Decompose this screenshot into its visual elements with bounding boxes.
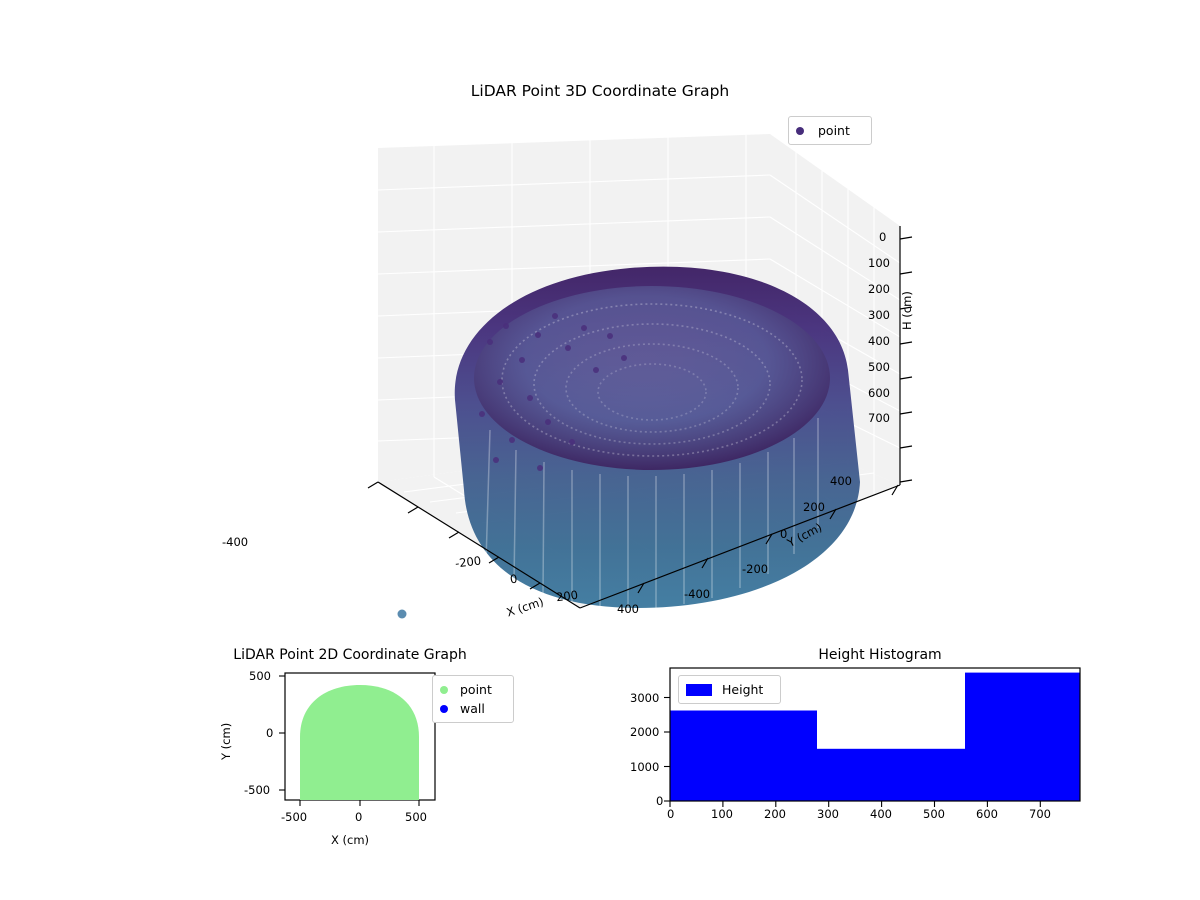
panel-2d-x-tick--500: -500 <box>281 810 308 824</box>
z-tick-200: 200 <box>868 282 890 296</box>
panel-hist-y-ticks <box>664 696 670 802</box>
legend-label-point-2d: point <box>460 682 492 697</box>
z-tick-300: 300 <box>868 308 890 322</box>
panel-2d-y-axis-label: Y (cm) <box>219 722 233 760</box>
y-tick-400: 400 <box>830 474 852 488</box>
bar-bin-2 <box>817 748 965 801</box>
histogram-bars <box>670 672 1080 801</box>
panel-hist-svg <box>664 667 1081 807</box>
z-axis-label: H (cm) <box>900 291 914 330</box>
panel-2d-x-tick-500: 500 <box>405 810 427 824</box>
y-tick--400: -400 <box>684 587 711 601</box>
x-tick--400: -400 <box>222 535 249 549</box>
point-marker-icon <box>440 685 448 694</box>
panel-2d-x-tick-0: 0 <box>355 810 363 824</box>
panel-3d-svg <box>367 134 913 619</box>
hist-x-tick-500: 500 <box>923 807 945 821</box>
wall-marker-icon <box>440 704 448 713</box>
hist-x-tick-300: 300 <box>817 807 839 821</box>
bar-bin-1 <box>670 710 817 801</box>
hist-y-tick-1000: 1000 <box>630 760 660 774</box>
panel-hist-x-ticks <box>669 801 1041 807</box>
legend-item-point[interactable]: point <box>796 121 864 140</box>
panel-2d-y-tick-0: 0 <box>266 726 274 740</box>
point-marker-icon <box>796 126 804 135</box>
panel-2d-x-axis-label: X (cm) <box>331 833 370 847</box>
axes-3d-spines <box>367 226 913 609</box>
hist-x-tick-100: 100 <box>711 807 733 821</box>
y-tick-0: 0 <box>780 527 788 541</box>
x-tick-400: 400 <box>617 602 639 616</box>
panel-hist-plot <box>640 660 1100 815</box>
z-tick-700: 700 <box>868 411 890 425</box>
panel-hist-frame <box>669 667 1081 802</box>
legend-label-height: Height <box>722 682 764 697</box>
hist-x-tick-0: 0 <box>667 807 675 821</box>
panel-2d-y-tick--500: -500 <box>244 783 271 797</box>
point-cloud-2d <box>300 685 419 800</box>
y-tick--200: -200 <box>742 562 769 576</box>
panel-2d-x-ticks <box>299 800 420 806</box>
legend-item-point-2d[interactable]: point <box>440 680 506 699</box>
z-tick-500: 500 <box>868 360 890 374</box>
panel-2d-title: LiDAR Point 2D Coordinate Graph <box>233 647 467 663</box>
bar-bin-3 <box>965 672 1080 801</box>
panel-3d-plot <box>300 130 980 640</box>
z-tick-100: 100 <box>868 256 890 270</box>
hist-y-tick-0: 0 <box>656 794 664 808</box>
hist-x-tick-700: 700 <box>1029 807 1051 821</box>
panel-2d-y-ticks <box>279 675 285 791</box>
z-tick-400: 400 <box>868 334 890 348</box>
height-patch-icon <box>686 683 712 696</box>
x-tick-0: 0 <box>509 571 519 587</box>
panel-2d-legend[interactable]: point wall <box>432 675 514 723</box>
x-tick-200: 200 <box>555 587 579 605</box>
hist-x-tick-200: 200 <box>764 807 786 821</box>
point-cloud-3d <box>397 266 860 619</box>
panel-2d-plot <box>200 665 450 835</box>
panel-2d-svg <box>279 672 436 806</box>
hist-x-tick-400: 400 <box>870 807 892 821</box>
panel-3d-title: LiDAR Point 3D Coordinate Graph <box>470 82 730 100</box>
panel-2d-y-tick-500: 500 <box>249 669 271 683</box>
legend-item-wall-2d[interactable]: wall <box>440 699 506 718</box>
legend-label-wall-2d: wall <box>460 701 485 716</box>
panel-3d-legend[interactable]: point <box>788 116 872 145</box>
hist-x-tick-600: 600 <box>976 807 998 821</box>
panel-hist-legend[interactable]: Height <box>678 675 781 704</box>
panel-hist-title: Height Histogram <box>818 647 942 663</box>
legend-item-height[interactable]: Height <box>686 680 773 699</box>
outlier-point <box>397 609 407 619</box>
z-tick-600: 600 <box>868 386 890 400</box>
legend-label-point: point <box>818 123 850 138</box>
y-tick-200: 200 <box>803 500 825 514</box>
hist-y-tick-3000: 3000 <box>630 691 660 705</box>
z-tick-0: 0 <box>879 230 887 244</box>
hist-y-tick-2000: 2000 <box>630 725 660 739</box>
